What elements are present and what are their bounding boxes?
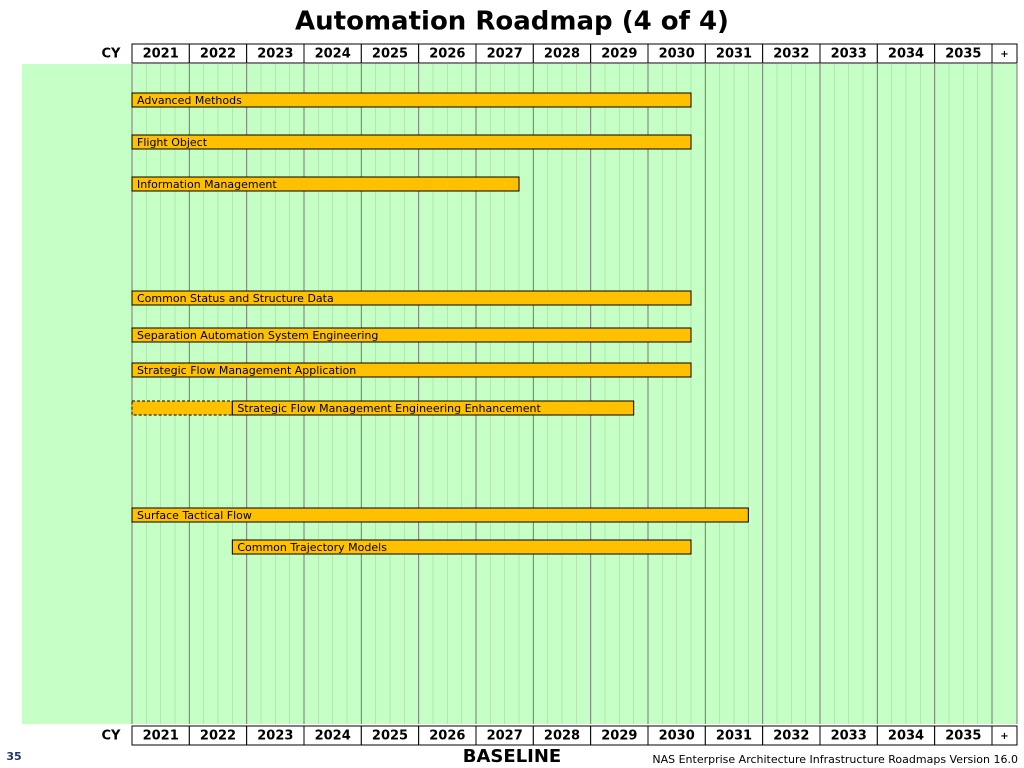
header-label: 2029 xyxy=(601,47,637,62)
bar-label: Advanced Methods xyxy=(137,94,242,107)
bar-label: Strategic Flow Management Engineering En… xyxy=(237,402,541,415)
header-label: 2021 xyxy=(143,729,179,744)
header-label: 2022 xyxy=(200,47,236,62)
source: NAS Enterprise Architecture Infrastructu… xyxy=(652,753,1018,766)
header-label: 2025 xyxy=(372,729,408,744)
header-label: 2027 xyxy=(487,47,523,62)
header-label: 2033 xyxy=(831,729,867,744)
header-label: 2032 xyxy=(773,47,809,62)
header-label: + xyxy=(1000,49,1008,60)
header-label: 2021 xyxy=(143,47,179,62)
bar xyxy=(131,134,692,150)
header-label: 2034 xyxy=(888,729,924,744)
bar xyxy=(131,92,692,108)
header-label: + xyxy=(1000,731,1008,742)
header-label: 2028 xyxy=(544,729,580,744)
bar xyxy=(231,539,692,555)
bar xyxy=(131,507,749,523)
header-label: 2023 xyxy=(257,47,293,62)
header-label: 2027 xyxy=(487,729,523,744)
bar xyxy=(131,176,520,192)
page-number: 35 xyxy=(6,750,21,763)
chart-title: Automation Roadmap (4 of 4) xyxy=(295,7,729,37)
axis-label: CY xyxy=(102,47,122,62)
timeline-background xyxy=(22,64,1017,724)
header-label: 2028 xyxy=(544,47,580,62)
header-label: 2026 xyxy=(429,47,465,62)
planned-bar xyxy=(131,400,233,416)
header-label: 2031 xyxy=(716,47,752,62)
header-label: 2024 xyxy=(315,729,351,744)
header-cell xyxy=(991,725,1018,746)
header-label: 2026 xyxy=(429,729,465,744)
header-label: 2030 xyxy=(659,729,695,744)
header-label: 2032 xyxy=(773,729,809,744)
header-label: 2033 xyxy=(831,47,867,62)
bar-label: Common Trajectory Models xyxy=(237,541,387,554)
header-label: 2030 xyxy=(659,47,695,62)
status: BASELINE xyxy=(463,746,561,767)
header-label: 2035 xyxy=(945,47,981,62)
bar-label: Information Management xyxy=(137,178,277,191)
header-label: 2034 xyxy=(888,47,924,62)
header-label: 2035 xyxy=(945,729,981,744)
bar xyxy=(131,290,692,306)
bar-label: Strategic Flow Management Application xyxy=(137,364,356,377)
bar xyxy=(231,400,635,416)
bar-label: Separation Automation System Engineering xyxy=(137,329,378,342)
bar-label: Flight Object xyxy=(137,136,208,149)
axis-label: CY xyxy=(102,729,122,744)
header-cell xyxy=(991,43,1018,64)
bar xyxy=(131,327,692,343)
bar-label: Surface Tactical Flow xyxy=(137,509,252,522)
bar xyxy=(131,362,692,378)
header-label: 2025 xyxy=(372,47,408,62)
header-label: 2022 xyxy=(200,729,236,744)
bar-label: Common Status and Structure Data xyxy=(137,292,334,305)
header-label: 2031 xyxy=(716,729,752,744)
header-label: 2029 xyxy=(601,729,637,744)
header-label: 2023 xyxy=(257,729,293,744)
header-label: 2024 xyxy=(315,47,351,62)
